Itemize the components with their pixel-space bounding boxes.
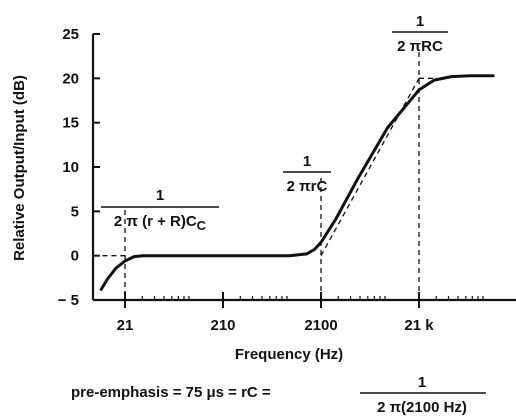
footer-denominator: 2 π(2100 Hz) [377,399,467,416]
corner-frequency-annotation: 1 2 πRC [392,13,448,55]
annotation-numerator: 1 [303,153,311,170]
x-tick-label: 21 [117,317,134,334]
annotation-denominator: 2 π (r + R)CC [114,213,207,233]
x-tick-label: 210 [210,317,235,334]
y-tick-label: − 5 [58,292,79,309]
annotation-numerator: 1 [416,13,424,30]
footer-numerator: 1 [418,374,426,391]
y-tick-label: 15 [62,115,79,132]
annotation-subscript: C [197,218,207,233]
x-tick-label: 2100 [304,317,337,334]
corner-frequency-annotation: 1 2 πrC [283,153,331,195]
asymptote-lines [93,77,435,257]
response-curve [99,74,495,291]
y-tick-label: 10 [62,159,79,176]
y-tick-label: 5 [71,203,79,220]
corner-frequency-annotations: 1 2 π (r + R)CC 1 2 πrC 1 2 πRC [101,13,448,233]
x-axis-label: Frequency (Hz) [235,346,343,363]
footer-equation-lhs: pre-emphasis = 75 μs = rC = [71,384,271,401]
annotation-numerator: 1 [156,187,164,204]
axis-ticks: − 5 0 5 10 15 20 25 21 210 2100 21 k [58,26,484,334]
x-tick-label: 21 k [404,317,434,334]
pre-emphasis-equation: pre-emphasis = 75 μs = rC = 1 2 π(2100 Hz) [71,374,486,416]
y-axis-label: Relative Output/Input (dB) [11,75,28,261]
y-tick-label: 25 [62,26,79,43]
y-tick-label: 20 [62,70,79,87]
y-tick-label: 0 [71,248,79,265]
annotation-denominator: 2 πRC [397,38,443,55]
frequency-marker-lines [124,52,420,304]
annotation-denominator: 2 πrC [287,178,328,195]
corner-frequency-annotation: 1 2 π (r + R)CC [101,187,219,233]
asymptote-line [320,77,420,257]
